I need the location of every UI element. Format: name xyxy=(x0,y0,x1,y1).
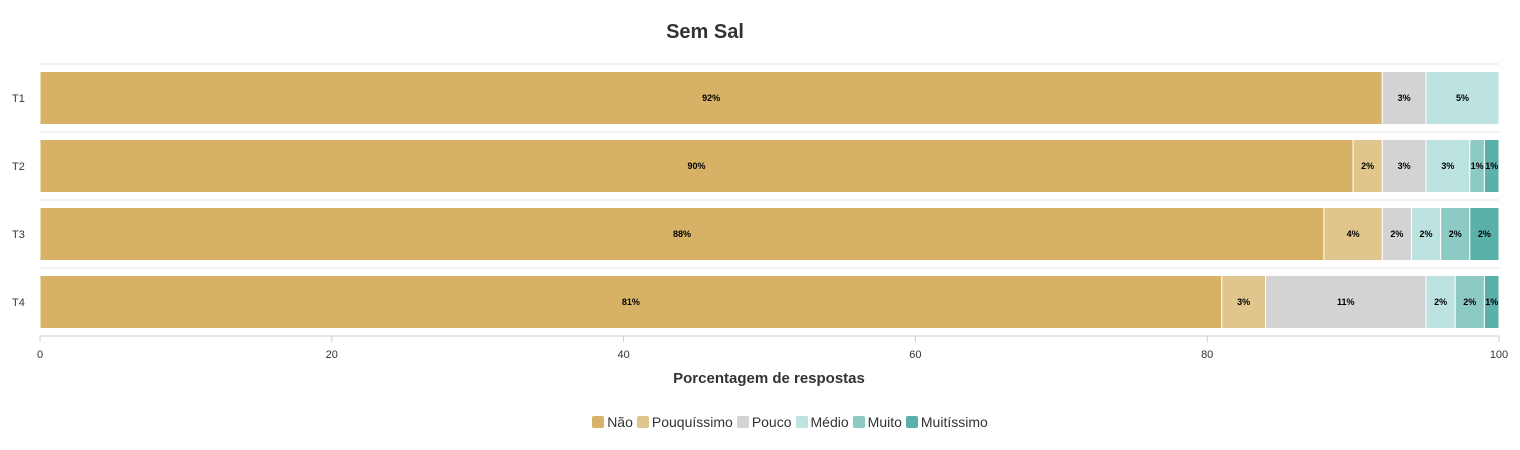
bar-segment[interactable] xyxy=(39,71,1383,125)
data-label: 3% xyxy=(1441,161,1454,171)
legend-swatch xyxy=(852,416,865,428)
bar-segment[interactable] xyxy=(1221,275,1267,329)
y-category-label: T4 xyxy=(12,297,25,309)
data-label: 4% xyxy=(1347,229,1360,239)
data-label: 2% xyxy=(1434,297,1447,307)
bar-segment[interactable] xyxy=(1425,275,1456,329)
data-label: 3% xyxy=(1398,161,1411,171)
data-label: 1% xyxy=(1485,297,1498,307)
legend-item[interactable]: Muitíssimo xyxy=(905,414,988,430)
y-category-label: T2 xyxy=(12,161,25,173)
x-tick-label: 20 xyxy=(326,349,338,361)
legend-label: Não xyxy=(607,414,633,430)
bar-segment[interactable] xyxy=(1483,139,1500,193)
bar-segment[interactable] xyxy=(1483,275,1500,329)
bar-segment[interactable] xyxy=(1381,207,1412,261)
legend-item[interactable]: Médio xyxy=(795,414,849,430)
bar-segment[interactable] xyxy=(1425,71,1500,125)
legend-swatch xyxy=(636,416,649,428)
data-label: 90% xyxy=(688,161,706,171)
bar-segment[interactable] xyxy=(1469,207,1500,261)
legend-swatch xyxy=(905,416,918,428)
bar-segment[interactable] xyxy=(1425,139,1471,193)
x-tick-label: 100 xyxy=(1490,349,1508,361)
y-category-label: T1 xyxy=(12,93,25,105)
x-tick-label: 60 xyxy=(909,349,921,361)
data-label: 2% xyxy=(1463,297,1476,307)
data-label: 3% xyxy=(1237,297,1250,307)
legend-label: Muitíssimo xyxy=(920,414,988,430)
x-axis-label: Porcentagem de respostas xyxy=(673,370,865,387)
data-label: 3% xyxy=(1398,93,1411,103)
legend-label: Pouquíssimo xyxy=(651,414,733,430)
x-tick-label: 40 xyxy=(617,349,629,361)
legend-swatch xyxy=(795,416,808,428)
data-label: 2% xyxy=(1449,229,1462,239)
bar-segment[interactable] xyxy=(39,139,1354,193)
data-label: 2% xyxy=(1420,229,1433,239)
data-label: 5% xyxy=(1456,93,1469,103)
data-label: 81% xyxy=(622,297,640,307)
bar-segment[interactable] xyxy=(39,275,1223,329)
bar-segment[interactable] xyxy=(1265,275,1427,329)
data-label: 92% xyxy=(702,93,720,103)
bar-segment[interactable] xyxy=(1454,275,1485,329)
legend: Não Pouquíssimo Pouco Médio Muito Muitíssimo xyxy=(0,414,1520,431)
data-label: 1% xyxy=(1471,161,1484,171)
x-tick-label: 80 xyxy=(1201,349,1213,361)
legend-item[interactable]: Muito xyxy=(852,414,902,430)
bar-segment[interactable] xyxy=(1381,139,1427,193)
data-label: 11% xyxy=(1337,297,1355,307)
legend-item[interactable]: Pouquíssimo xyxy=(636,414,733,430)
bar-segment[interactable] xyxy=(1381,71,1427,125)
bar-segment[interactable] xyxy=(1440,207,1471,261)
chart: Sem Sal 0 20 40 60 80 100 T1 92% 3% 5% T2 90% 2% 3% 3%… xyxy=(12,21,1508,387)
legend-label: Pouco xyxy=(751,414,792,430)
data-label: 2% xyxy=(1390,229,1403,239)
data-label: 2% xyxy=(1361,161,1374,171)
data-label: 2% xyxy=(1478,229,1491,239)
legend-swatch xyxy=(736,416,749,428)
legend-item[interactable]: Pouco xyxy=(736,414,792,430)
legend-item[interactable]: Não xyxy=(592,414,633,430)
bar-segment[interactable] xyxy=(39,207,1325,261)
bar-segment[interactable] xyxy=(1352,139,1383,193)
x-tick-label: 0 xyxy=(37,349,43,361)
legend-label: Médio xyxy=(810,414,849,430)
data-label: 88% xyxy=(673,229,691,239)
legend-label: Muito xyxy=(867,414,902,430)
legend-swatch xyxy=(592,416,605,428)
chart-title: Sem Sal xyxy=(666,21,744,43)
data-label: 1% xyxy=(1485,161,1498,171)
y-category-label: T3 xyxy=(12,229,25,241)
